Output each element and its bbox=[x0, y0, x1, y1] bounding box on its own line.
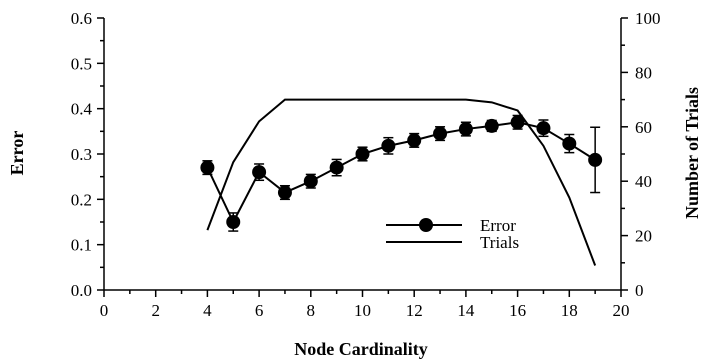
x-tick-label: 2 bbox=[151, 301, 160, 320]
legend-label-trials: Trials bbox=[480, 233, 519, 252]
error-data-point bbox=[510, 115, 525, 130]
y2-tick-label: 0 bbox=[635, 281, 644, 300]
error-data-point bbox=[433, 126, 448, 141]
error-data-point bbox=[381, 138, 396, 153]
x-tick-label: 4 bbox=[203, 301, 212, 320]
chart-marks bbox=[200, 98, 603, 266]
error-data-point bbox=[562, 136, 577, 151]
y-tick-label: 0.2 bbox=[71, 190, 92, 209]
trials-series-line bbox=[206, 98, 597, 266]
x-tick-label: 16 bbox=[509, 301, 526, 320]
x-tick-label: 20 bbox=[613, 301, 630, 320]
y2-axis-title: Number of Trials bbox=[682, 87, 701, 219]
axes: 0 2 4 6 8 10 12 14 16 18 200.00.10.20.30.40.50.602… bbox=[71, 9, 661, 320]
y-tick-label: 0.5 bbox=[71, 54, 92, 73]
x-axis-title: Node Cardinality bbox=[294, 339, 428, 359]
error-data-point bbox=[277, 185, 292, 200]
x-tick-label: 10 bbox=[354, 301, 371, 320]
y-tick-label: 0.1 bbox=[71, 236, 92, 255]
y-axis-title: Error bbox=[7, 131, 27, 176]
y2-tick-label: 40 bbox=[635, 172, 652, 191]
y2-tick-label: 60 bbox=[635, 118, 652, 137]
x-tick-label: 18 bbox=[561, 301, 578, 320]
x-tick-label: 12 bbox=[406, 301, 423, 320]
error-data-point bbox=[588, 152, 603, 167]
legend-marker-error bbox=[419, 218, 433, 232]
error-data-point bbox=[226, 215, 241, 229]
y-tick-label: 0.3 bbox=[71, 145, 92, 164]
y2-tick-label: 80 bbox=[635, 63, 652, 82]
x-tick-label: 6 bbox=[255, 301, 264, 320]
error-data-point bbox=[407, 133, 422, 148]
error-data-point bbox=[252, 165, 267, 180]
error-data-point bbox=[355, 147, 370, 161]
y2-tick-label: 100 bbox=[635, 9, 661, 28]
legend-label-error: Error bbox=[480, 216, 516, 235]
error-data-point bbox=[200, 160, 215, 175]
y-tick-label: 0.0 bbox=[71, 281, 92, 300]
error-series-line bbox=[206, 121, 596, 225]
error-data-point bbox=[458, 122, 473, 137]
y-tick-label: 0.6 bbox=[71, 9, 92, 28]
x-tick-label: 8 bbox=[307, 301, 316, 320]
y-tick-label: 0.4 bbox=[71, 100, 93, 119]
x-tick-label: 14 bbox=[457, 301, 475, 320]
x-tick-label: 0 bbox=[100, 301, 109, 320]
error-data-point bbox=[484, 118, 499, 133]
error-data-point bbox=[536, 121, 551, 136]
error-data-point bbox=[303, 174, 318, 189]
error-data-point bbox=[329, 160, 344, 175]
y2-tick-label: 20 bbox=[635, 227, 652, 246]
